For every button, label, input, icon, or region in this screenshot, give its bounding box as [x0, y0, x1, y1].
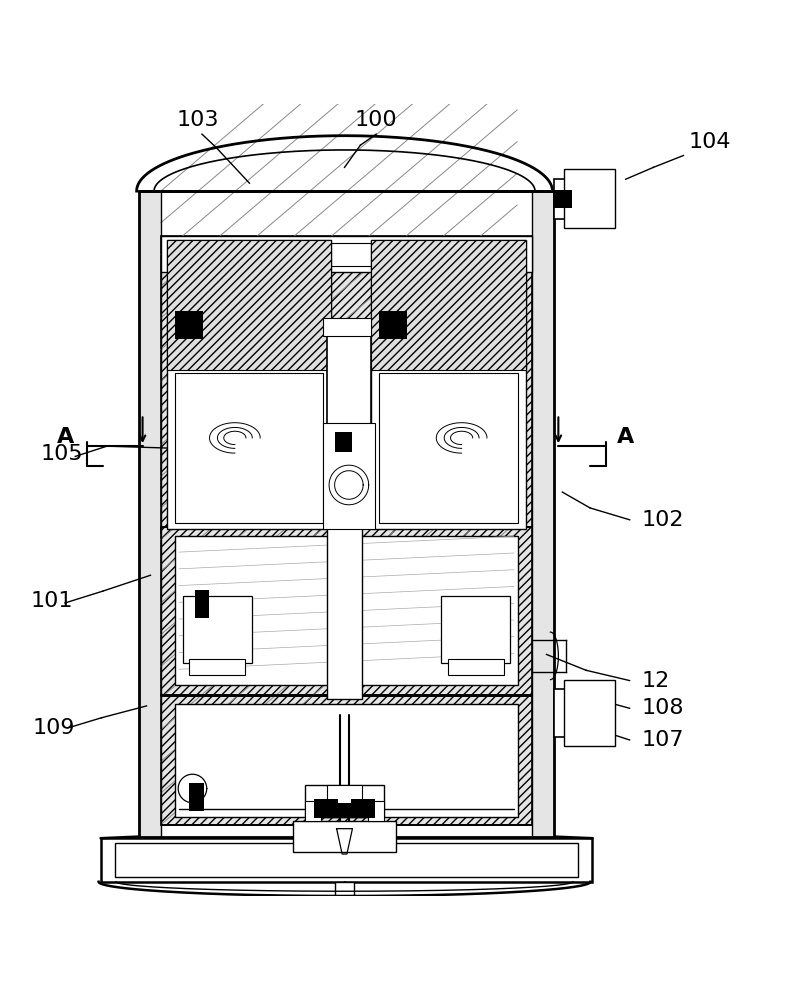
Bar — [554, 689, 614, 737]
Text: 108: 108 — [642, 698, 684, 718]
Text: 107: 107 — [642, 730, 684, 750]
Bar — [139, 191, 554, 837]
Bar — [305, 785, 384, 817]
Bar — [175, 536, 518, 685]
Bar — [305, 801, 321, 821]
Bar — [379, 373, 518, 523]
Bar — [564, 680, 615, 746]
Bar — [441, 596, 510, 663]
Bar — [379, 311, 407, 339]
Text: A: A — [57, 427, 74, 447]
Bar — [327, 523, 362, 699]
Bar — [175, 373, 322, 523]
Bar — [115, 843, 578, 877]
Bar — [554, 190, 572, 208]
Bar — [334, 432, 352, 452]
Bar — [337, 803, 352, 818]
Bar — [183, 596, 252, 663]
Text: 12: 12 — [642, 671, 670, 691]
Bar — [351, 799, 375, 818]
Bar — [371, 240, 526, 370]
Bar — [139, 191, 554, 837]
Bar — [161, 696, 532, 825]
Text: 102: 102 — [642, 510, 684, 530]
Bar — [167, 240, 330, 529]
Text: 103: 103 — [177, 110, 219, 130]
Bar — [326, 336, 371, 529]
Bar — [169, 243, 524, 266]
Bar — [101, 838, 592, 882]
Bar — [554, 179, 614, 219]
Text: 109: 109 — [32, 718, 75, 738]
Bar — [335, 882, 354, 902]
Bar — [167, 240, 330, 370]
Bar — [327, 785, 362, 817]
Bar — [189, 659, 246, 675]
Bar — [314, 799, 338, 818]
Bar — [371, 240, 526, 529]
Bar — [368, 801, 384, 821]
Bar — [195, 590, 209, 618]
Bar — [189, 783, 204, 811]
Bar — [293, 821, 396, 852]
Bar — [322, 423, 375, 529]
Bar — [161, 527, 532, 695]
Text: A: A — [617, 427, 634, 447]
Bar — [175, 311, 203, 339]
Bar — [161, 236, 532, 533]
Bar — [161, 191, 532, 837]
Bar — [564, 169, 615, 228]
Bar — [447, 659, 504, 675]
Bar — [323, 318, 371, 336]
Bar — [175, 704, 518, 817]
Text: 105: 105 — [40, 444, 83, 464]
Bar — [161, 236, 532, 272]
Text: 104: 104 — [689, 132, 732, 152]
Text: 101: 101 — [30, 591, 73, 611]
Text: 100: 100 — [355, 110, 398, 130]
